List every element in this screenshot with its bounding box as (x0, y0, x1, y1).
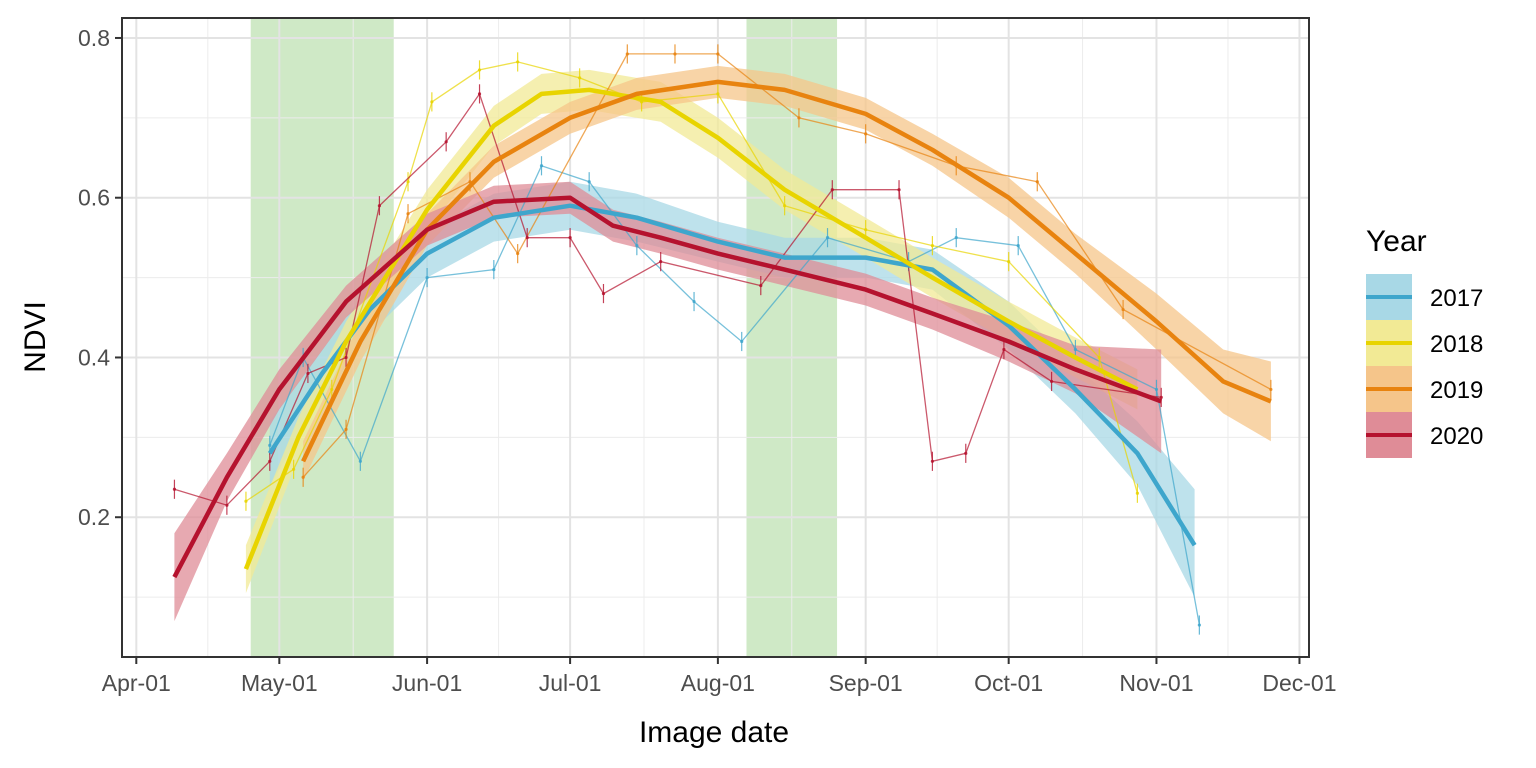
field-point-2017 (358, 459, 362, 463)
field-point-2019 (406, 212, 410, 216)
field-point-2020 (344, 355, 348, 360)
y-tick-label: 0.4 (78, 344, 110, 370)
field-point-2020 (1002, 347, 1006, 352)
field-point-2019 (1121, 307, 1125, 312)
x-tick-label: May-01 (241, 670, 318, 696)
band-2019 (303, 65, 1271, 482)
field-point-2019 (344, 427, 348, 431)
y-tick-label: 0.8 (78, 25, 110, 51)
field-point-2018 (930, 244, 935, 248)
field-point-2018 (1007, 260, 1011, 264)
field-point-2019 (1035, 180, 1039, 184)
x-axis-title: Image date (639, 716, 789, 749)
field-point-2020 (525, 236, 529, 240)
field-point-2018 (244, 499, 248, 503)
field-point-2017 (1197, 623, 1201, 627)
smooth-lines (172, 79, 1272, 579)
y-tick-label: 0.6 (78, 185, 110, 211)
field-point-2020 (964, 451, 968, 455)
field-point-2018 (292, 467, 296, 471)
field-point-2018 (1097, 355, 1101, 360)
field-point-2020 (306, 371, 310, 376)
field-line-2020 (174, 92, 1162, 506)
field-point-2020 (1049, 379, 1054, 384)
field-point-2018 (330, 387, 334, 392)
legend-label-2019: 2019 (1430, 377, 1483, 404)
field-point-2017 (635, 244, 639, 248)
field-point-2017 (825, 236, 830, 240)
legend-title: Year (1366, 225, 1427, 258)
field-lines (172, 44, 1273, 635)
x-tick-label: Jun-01 (392, 670, 462, 696)
field-point-2017 (740, 339, 744, 344)
x-tick-label: Jul-01 (539, 670, 602, 696)
field-point-2020 (477, 92, 482, 96)
panel-border (121, 17, 1310, 658)
field-point-2019 (797, 116, 801, 120)
field-point-2017 (1154, 387, 1159, 392)
y-axis-title: NDVI (19, 301, 52, 373)
x-tick-label: Sep-01 (829, 670, 903, 696)
field-point-2019 (301, 475, 305, 479)
field-point-2020 (1159, 395, 1163, 400)
plot-frame (121, 17, 1310, 658)
field-point-2019 (516, 252, 520, 256)
field-point-2019 (625, 52, 629, 56)
field-point-2020 (759, 283, 763, 288)
field-point-2017 (425, 275, 429, 280)
band-2020 (174, 181, 1162, 622)
smooth-line-2020 (172, 195, 1162, 579)
smooth-line-2019 (301, 79, 1272, 463)
field-point-2017 (954, 236, 958, 240)
x-tick-label: Apr-01 (102, 670, 171, 696)
field-point-2019 (1269, 387, 1273, 392)
legend-label-2017: 2017 (1430, 285, 1483, 312)
x-tick-label: Dec-01 (1262, 670, 1336, 696)
field-point-2017 (1016, 244, 1020, 248)
legend-label-2020: 2020 (1430, 423, 1483, 450)
confidence-bands (174, 65, 1271, 622)
field-point-2018 (578, 76, 582, 80)
field-point-2018 (430, 100, 434, 104)
field-point-2020 (830, 188, 834, 192)
field-point-2017 (268, 443, 272, 447)
field-point-2020 (568, 236, 572, 240)
field-point-2020 (225, 503, 229, 507)
field-point-2017 (539, 164, 544, 168)
field-point-2020 (444, 140, 448, 144)
field-point-2019 (864, 132, 868, 136)
field-point-2018 (516, 60, 520, 64)
x-tick-label: Aug-01 (681, 670, 755, 696)
field-point-2018 (406, 180, 410, 184)
field-line-2018 (245, 61, 1139, 502)
field-point-2018 (1135, 491, 1139, 495)
field-point-2018 (477, 68, 482, 72)
field-point-2017 (692, 299, 696, 304)
field-point-2017 (1073, 347, 1078, 352)
field-point-2018 (783, 204, 787, 208)
field-point-2017 (492, 268, 496, 272)
x-axis-ticks: Apr-01 May-01 Jun-01 Jul-01 Aug-01 Sep-01 Oct-… (102, 657, 1337, 696)
field-point-2018 (864, 228, 868, 232)
field-point-2020 (268, 459, 272, 463)
field-point-2020 (897, 188, 901, 192)
field-point-2020 (659, 260, 663, 264)
y-tick-label: 0.2 (78, 504, 110, 530)
smooth-line-2018 (243, 87, 1139, 570)
field-point-2017 (587, 180, 591, 184)
field-point-2019 (673, 52, 677, 56)
y-axis-ticks: 0.2 0.4 0.6 0.8 (78, 25, 122, 530)
field-point-2018 (716, 92, 720, 96)
x-tick-label: Nov-01 (1119, 670, 1193, 696)
field-point-2020 (930, 459, 935, 463)
field-point-2020 (601, 291, 606, 296)
field-line-2019 (302, 53, 1272, 478)
field-point-2020 (377, 204, 382, 208)
legend-label-2018: 2018 (1430, 331, 1483, 358)
legend: Year 2017 2018 2019 2020 (1366, 225, 1483, 458)
x-tick-label: Oct-01 (974, 670, 1043, 696)
field-point-2019 (716, 52, 720, 56)
field-point-2020 (172, 487, 177, 491)
